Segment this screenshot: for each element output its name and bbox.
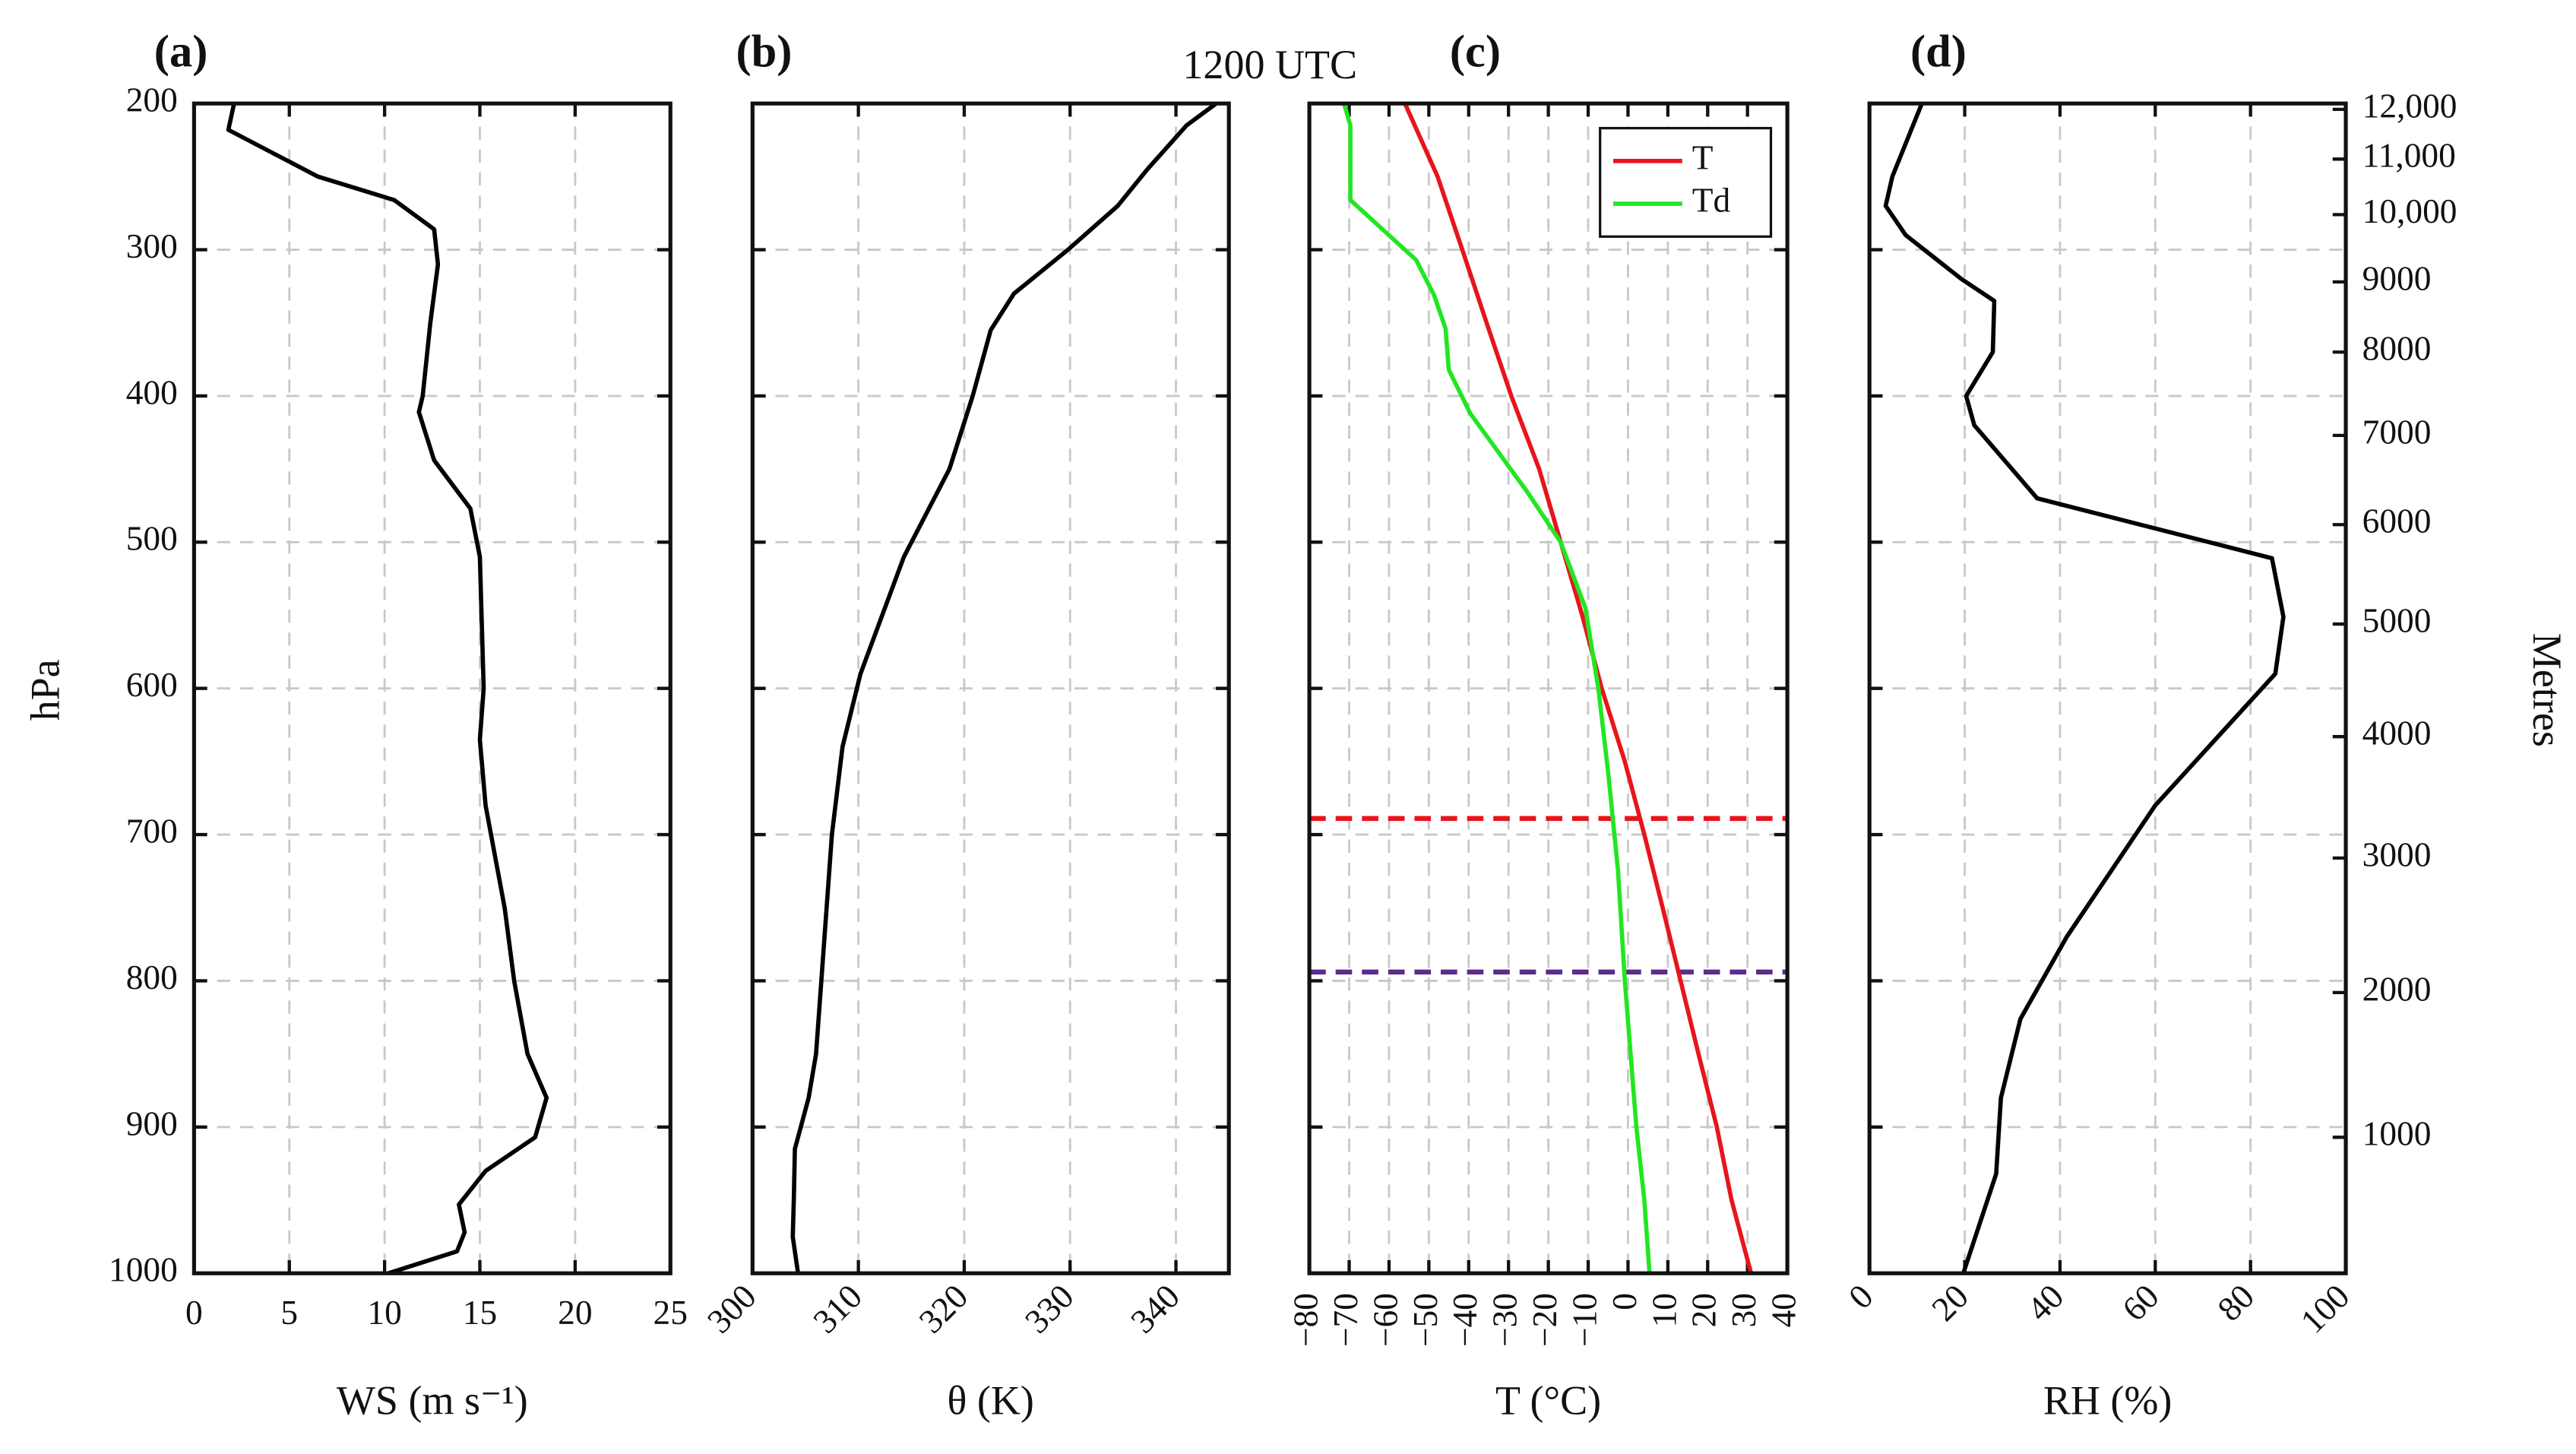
x-tick-label: −50 — [1407, 1293, 1445, 1347]
x-tick-label: −10 — [1565, 1293, 1603, 1347]
y-tick-label: 400 — [126, 373, 178, 411]
x-tick-label: 10 — [1645, 1293, 1683, 1327]
y2-tick-label: 11,000 — [2362, 137, 2456, 175]
legend-label: Td — [1692, 181, 1731, 219]
x-tick-label: 25 — [653, 1294, 688, 1332]
y2-tick-label: 1000 — [2362, 1115, 2432, 1153]
x-tick-label: 10 — [367, 1294, 401, 1332]
x-axis-label: RH (%) — [2043, 1378, 2173, 1424]
x-tick-label: −60 — [1366, 1293, 1404, 1347]
y-tick-label: 500 — [126, 520, 178, 558]
x-tick-label: 20 — [1685, 1293, 1723, 1327]
axes-box — [191, 101, 672, 1275]
x-tick-label: 5 — [280, 1294, 298, 1332]
x-tick-label: 30 — [1725, 1293, 1763, 1327]
x-tick-label: −80 — [1287, 1293, 1325, 1347]
panel-label: (a) — [154, 26, 208, 77]
x-tick-label: 0 — [185, 1294, 203, 1332]
y2-tick-label: 8000 — [2362, 330, 2432, 368]
x-tick-label: −20 — [1526, 1293, 1564, 1347]
x-tick-label: −40 — [1446, 1293, 1484, 1347]
panel-label: (b) — [736, 26, 792, 77]
profile-line — [1883, 103, 2286, 1275]
y2-tick-label: 10,000 — [2362, 192, 2457, 230]
y2-tick-label: 9000 — [2362, 259, 2432, 297]
profile-line — [1342, 103, 1652, 1274]
y2-tick-label: 7000 — [2362, 413, 2432, 451]
y2-tick-label: 3000 — [2362, 835, 2432, 873]
x-tick-label: 0 — [1606, 1293, 1644, 1310]
y2-tick-label: 12,000 — [2362, 87, 2457, 125]
y-tick-label: 1000 — [109, 1251, 178, 1289]
y-tick-label: 800 — [126, 958, 178, 996]
profile-line — [790, 101, 1218, 1274]
y-tick-label: 700 — [126, 813, 178, 851]
y-tick-label: 300 — [126, 227, 178, 265]
y-axis-label: hPa — [23, 659, 68, 721]
x-axis-label: θ (K) — [948, 1378, 1034, 1424]
y2-tick-label: 5000 — [2362, 601, 2432, 639]
figure-title: 1200 UTC — [1182, 42, 1357, 87]
panel-label: (d) — [1910, 26, 1967, 77]
y2-tick-label: 4000 — [2362, 714, 2432, 752]
x-tick-label: −70 — [1327, 1293, 1365, 1347]
legend-box — [1599, 126, 1773, 238]
y2-tick-label: 2000 — [2362, 970, 2432, 1008]
x-axis-label: T (°C) — [1495, 1378, 1601, 1424]
x-axis-label: WS (m s⁻¹) — [337, 1378, 528, 1424]
y-tick-label: 600 — [126, 666, 178, 704]
legend-label: T — [1692, 138, 1714, 176]
axes-box — [750, 101, 1231, 1275]
profile-line — [1403, 103, 1754, 1274]
y-tick-label: 200 — [126, 81, 178, 119]
x-tick-label: 15 — [463, 1294, 497, 1332]
panel-label: (c) — [1450, 26, 1501, 77]
x-tick-label: 20 — [558, 1294, 592, 1332]
x-tick-label: −30 — [1486, 1293, 1524, 1347]
profile-line — [226, 103, 549, 1275]
axes-box — [1307, 101, 1790, 1275]
y2-tick-label: 6000 — [2362, 502, 2432, 540]
y-tick-label: 900 — [126, 1104, 178, 1142]
axes-box — [1867, 101, 2348, 1275]
x-tick-label: 40 — [1765, 1293, 1803, 1327]
y2-axis-label: Metres — [2524, 633, 2570, 747]
